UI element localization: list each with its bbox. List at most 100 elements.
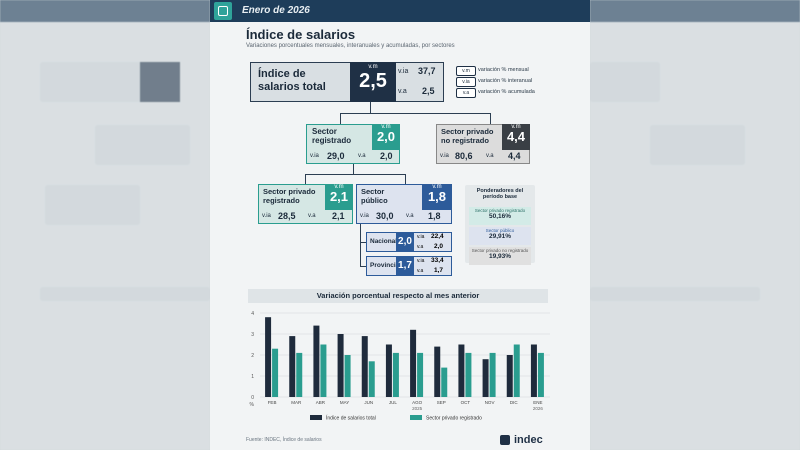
year-label: 2025 [412,406,423,411]
year-label: 2026 [533,406,544,411]
legend-swatch [310,415,322,420]
legend-va-text: variación % acumulada [478,89,535,95]
x-tick-label: ENE [533,400,542,405]
y-tick-label: 1 [251,374,254,380]
indec-square-icon [214,2,232,20]
provincial-va-label: v.a [417,268,424,274]
connector-line [340,113,341,125]
bar-privado-registrado [537,352,544,397]
legend-vm-text: variación % mensual [478,67,529,73]
connector-line [305,174,306,184]
sector-publico-vm-value: 1,8 [427,189,447,204]
sector-privado-registrado-via-label: v.ia [262,213,271,219]
sector-publico-label: Sector público [361,187,388,205]
x-tick-label: JUL [389,400,397,405]
indec-brand: indec [514,434,543,446]
bar-total [265,317,272,397]
sector-no-registrado-va-value: 4,4 [508,151,521,161]
total-vm-label: v.m [368,64,378,70]
x-tick-label: ABR [316,400,326,405]
y-tick-label: 4 [251,311,254,317]
blurred-right-copy [590,0,800,450]
nacional-via-value: 22,4 [431,233,444,240]
connector-line [340,113,490,114]
ponderador-value: 29,91% [488,233,512,240]
bar-total [385,344,392,397]
page-title: Índice de salarios [246,27,356,42]
page-subtitle: Variaciones porcentuales mensuales, inte… [246,43,455,49]
bar-privado-registrado [392,352,399,397]
ponderador-item: Sector público 29,91% [469,227,531,245]
legend-label: Sector privado registrado [426,416,482,422]
source-note: Fuente: INDEC, Índice de salarios [246,437,322,443]
sector-no-registrado-vm-cell: v.m 4,4 [502,124,530,150]
legend-swatch [410,415,422,420]
bar-chart: 0 1 2 3 4% FEB MAR ABR MAY JUN JUL AGO SEP OCT NOV DIC E… [250,311,550,422]
provincial-via-label: v.ia [417,258,425,264]
y-tick-label: 3 [251,332,254,338]
total-via-value: 37,7 [418,66,436,76]
bar-total [289,336,296,397]
total-vm-value: 2,5 [359,70,387,92]
ponderador-value: 19,93% [488,253,512,260]
indec-logo-icon [500,435,510,445]
connector-line [360,224,361,266]
nacional-label: Nacional [370,238,398,245]
total-index-box [250,62,444,102]
provincial-va-value: 1,7 [434,267,444,274]
ponderador-label: Sector público [485,228,515,233]
nacional-vm-value: 2,0 [396,232,414,252]
sector-no-registrado-via-value: 80,6 [455,151,473,161]
ponderador-item: Sector privado no registrado 19,93% [469,247,531,265]
sector-publico-vm-label: v.m [432,184,442,190]
total-via-label: v.ia [398,68,409,75]
x-tick-label: OCT [461,400,471,405]
connector-line [305,174,405,175]
bar-total [337,334,344,397]
legend-via-text: variación % interanual [478,78,533,84]
x-tick-label: JUN [364,400,373,405]
sector-registrado-vm-cell: v.m 2,0 [372,124,400,150]
ponderador-value: 50,16% [488,213,512,220]
sector-publico-vm-cell: v.m 1,8 [422,184,452,210]
sector-privado-registrado-label: Sector privado registrado [263,187,316,205]
provincial-via-value: 33,4 [431,257,444,264]
sector-privado-registrado-vm-value: 2,1 [329,189,349,204]
sector-registrado-via-label: v.ia [310,153,319,159]
sector-privado-registrado-vm-label: v.m [334,184,344,190]
legend-va-tag: v.a [456,88,476,98]
bar-privado-registrado [320,344,327,397]
y-tick-label: 0 [251,395,254,401]
connector-line [490,113,491,125]
sector-registrado-label: Sector registrado [312,127,352,145]
ponderador-item: Sector privado registrado 50,16% [469,207,531,225]
bar-privado-registrado [296,352,303,397]
sector-registrado-vm-value: 2,0 [376,129,396,144]
sector-registrado-va-label: v.a [358,153,366,159]
sector-privado-registrado-va-label: v.a [308,213,316,219]
bar-total [313,325,320,397]
bar-privado-registrado [489,352,496,397]
sector-privado-registrado-via-value: 28,5 [278,211,296,221]
bar-privado-registrado [417,352,424,397]
bar-privado-registrado [344,355,351,397]
bar-total [506,355,513,397]
connector-line [353,164,354,174]
nacional-via-label: v.ia [417,234,425,240]
sector-registrado-via-value: 29,0 [327,151,345,161]
bar-privado-registrado [368,361,375,397]
total-va-value: 2,5 [422,86,435,96]
blurred-left-copy [0,0,210,450]
connector-line [405,174,406,184]
sector-publico-via-label: v.ia [360,213,369,219]
sector-publico-va-label: v.a [406,213,414,219]
sector-no-registrado-vm-value: 4,4 [506,129,526,144]
total-index-label: Índice de salarios total [258,68,326,93]
legend-vm-tag: v.m [456,66,476,76]
bar-total [410,329,417,397]
y-tick-label: 2 [251,353,254,359]
ponderador-label: Sector privado registrado [474,208,526,213]
nacional-va-value: 2,0 [434,243,444,250]
bar-privado-registrado [465,352,472,397]
sector-publico-via-value: 30,0 [376,211,394,221]
